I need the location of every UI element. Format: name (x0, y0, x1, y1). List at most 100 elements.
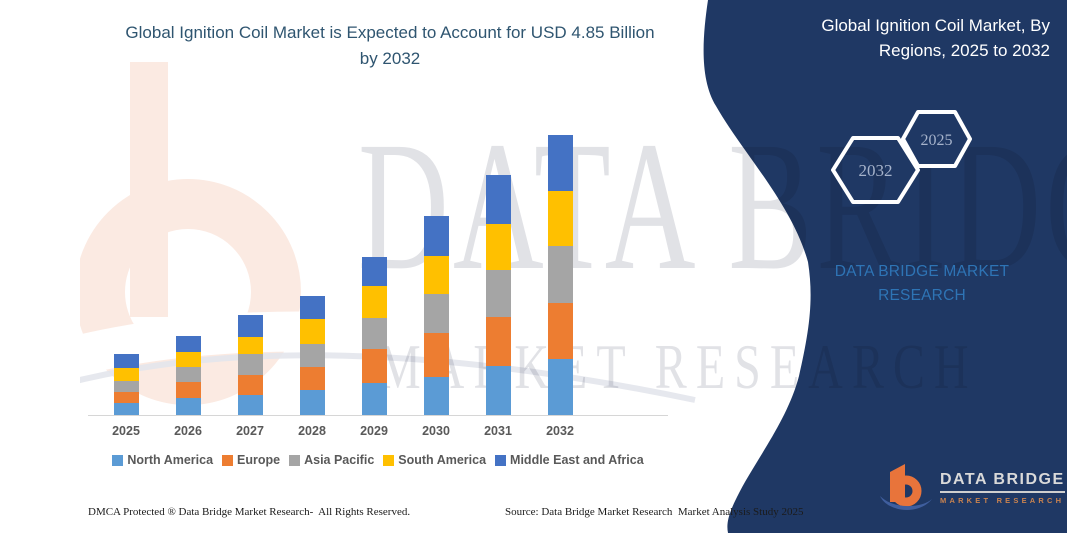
bar-chart (95, 125, 591, 415)
bar-segment-2025-asia-pacific (113, 380, 139, 392)
bar-stack-2029 (361, 256, 387, 415)
bar-segment-2031-middle-east-and-africa (485, 174, 511, 224)
bar-segment-2032-south-america (547, 191, 573, 246)
bar-column-2029 (343, 256, 405, 415)
x-axis-label-2028: 2028 (298, 424, 326, 438)
bar-column-2025 (95, 354, 157, 415)
x-axis-labels: 2025 2026 2027 2028 2029 2030 2031 2032 (95, 424, 591, 438)
side-panel-heading: Global Ignition Coil Market, By Regions,… (790, 14, 1050, 63)
bar-segment-2029-middle-east-and-africa (361, 256, 387, 286)
logo-b-bowl (890, 475, 922, 507)
bar-segment-2027-europe (237, 374, 263, 395)
bar-column-2027 (219, 314, 281, 415)
bar-column-2032 (529, 135, 591, 415)
bar-segment-2030-asia-pacific (423, 294, 449, 334)
bar-column-2028 (281, 295, 343, 415)
bar-stack-2030 (423, 216, 449, 415)
bar-segment-2029-asia-pacific (361, 317, 387, 349)
bar-segment-2028-europe (299, 367, 325, 391)
bar-segment-2030-middle-east-and-africa (423, 216, 449, 257)
hexagon-badges: 2032 2025 (831, 110, 972, 204)
bar-segment-2028-middle-east-and-africa (299, 295, 325, 320)
bar-segment-2026-europe (175, 382, 201, 399)
hexagon-2025 (901, 110, 972, 168)
bar-segment-2031-asia-pacific (485, 270, 511, 317)
legend-label: Middle East and Africa (510, 453, 644, 467)
x-axis-label-2032: 2032 (546, 424, 574, 438)
bar-segment-2031-europe (485, 317, 511, 366)
legend-item-south-america: South America (383, 453, 486, 467)
bar-stack-2032 (547, 135, 573, 415)
chart-legend: North America Europe Asia Pacific South Ame… (80, 453, 676, 467)
logo-name: DATA BRIDGE (940, 471, 1065, 493)
side-panel-shape (703, 0, 1067, 533)
bar-segment-2032-asia-pacific (547, 246, 573, 303)
logo-text: DATA BRIDGE MARKET RESEARCH (940, 471, 1065, 505)
bar-segment-2027-middle-east-and-africa (237, 314, 263, 337)
brand-wordmark: DATA BRIDGE MARKET RESEARCH (834, 263, 1010, 305)
chart-title-line1: Global Ignition Coil Market is Expected … (125, 23, 655, 42)
bar-column-2031 (467, 174, 529, 415)
legend-label: Europe (237, 453, 281, 467)
bar-segment-2029-north-america (361, 383, 387, 415)
legend-label: South America (398, 453, 487, 467)
legend-color-swatch (289, 454, 301, 466)
bar-stack-2028 (299, 295, 325, 415)
hexagon-2032 (831, 136, 920, 204)
legend-item-north-america: North America (112, 453, 213, 467)
bar-segment-2032-middle-east-and-africa (547, 135, 573, 192)
bar-segment-2027-north-america (237, 394, 263, 415)
logo-b-icon (880, 464, 932, 510)
legend-item-asia-pacific: Asia Pacific (289, 453, 374, 467)
hexagon-2025-label: 2025 (921, 132, 953, 149)
bar-segment-2026-north-america (175, 398, 201, 415)
side-panel-heading-line2: Regions, 2025 to 2032 (878, 40, 1050, 60)
x-axis-line (88, 415, 668, 416)
bar-segment-2032-north-america (547, 358, 573, 415)
legend-label: North America (127, 453, 214, 467)
company-logo: DATA BRIDGE MARKET RESEARCH (878, 458, 1065, 514)
legend-color-swatch (112, 454, 124, 466)
x-axis-label-2027: 2027 (236, 424, 264, 438)
logo-subtitle: MARKET RESEARCH (940, 496, 1065, 505)
bar-segment-2030-south-america (423, 256, 449, 295)
bar-segment-2026-middle-east-and-africa (175, 335, 201, 352)
bar-segment-2031-south-america (485, 223, 511, 271)
legend-item-europe: Europe (222, 453, 280, 467)
bar-stack-2027 (237, 314, 263, 415)
bar-stack-2031 (485, 174, 511, 415)
x-axis-label-2026: 2026 (174, 424, 202, 438)
legend-color-swatch (383, 454, 395, 466)
bar-column-2030 (405, 216, 467, 415)
chart-title: Global Ignition Coil Market is Expected … (90, 20, 690, 71)
footer-source-text: Source: Data Bridge Market Research Mark… (505, 506, 804, 518)
bar-segment-2026-asia-pacific (175, 366, 201, 383)
bar-segment-2025-south-america (113, 367, 139, 381)
bar-column-2026 (157, 335, 219, 415)
bar-segment-2030-north-america (423, 376, 449, 415)
bar-segment-2030-europe (423, 333, 449, 377)
x-axis-label-2029: 2029 (360, 424, 388, 438)
x-axis-label-2025: 2025 (112, 424, 140, 438)
x-axis-label-2031: 2031 (484, 424, 512, 438)
bar-segment-2025-north-america (113, 402, 139, 415)
bar-segment-2031-north-america (485, 366, 511, 415)
legend-color-swatch (495, 454, 507, 466)
bar-stack-2026 (175, 335, 201, 415)
bar-segment-2032-europe (547, 302, 573, 359)
hexagon-2032-label: 2032 (859, 161, 893, 180)
legend-label: Asia Pacific (304, 453, 375, 467)
bar-segment-2025-europe (113, 391, 139, 403)
x-axis-label-2030: 2030 (422, 424, 450, 438)
chart-title-line2: by 2032 (359, 48, 421, 68)
bar-segment-2028-north-america (299, 390, 325, 415)
bar-segment-2027-asia-pacific (237, 354, 263, 375)
bar-segment-2026-south-america (175, 351, 201, 367)
bar-segment-2029-south-america (361, 285, 387, 318)
legend-color-swatch (222, 454, 234, 466)
bar-segment-2027-south-america (237, 336, 263, 355)
bar-segment-2028-south-america (299, 319, 325, 345)
bar-stack-2025 (113, 354, 139, 415)
